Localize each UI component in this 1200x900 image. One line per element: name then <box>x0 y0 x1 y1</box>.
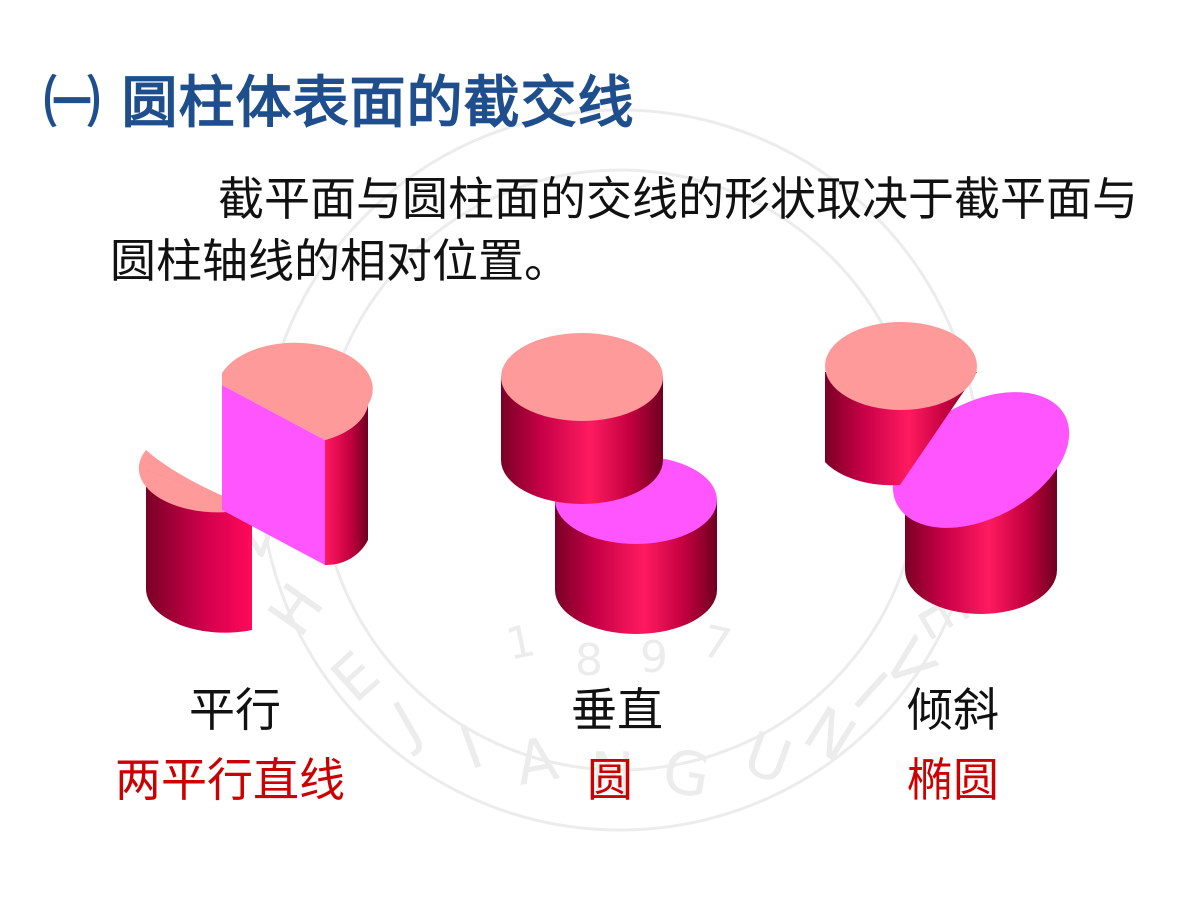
svg-text:N: N <box>590 740 635 810</box>
svg-text:8: 8 <box>575 635 603 686</box>
case-parallel-result: 两平行直线 <box>115 753 345 807</box>
case-oblique-label: 倾斜 <box>907 683 999 737</box>
parallel-cut-cylinder <box>138 342 373 633</box>
perpendicular-cut-cylinder <box>501 333 717 634</box>
case-parallel-label: 平行 <box>189 683 281 737</box>
svg-text:9: 9 <box>640 632 668 683</box>
oblique-cut-cylinder <box>825 322 1070 614</box>
case-oblique-result: 椭圆 <box>907 753 999 807</box>
case-perpendicular-label: 垂直 <box>571 683 663 737</box>
case-perpendicular-result: 圆 <box>587 753 633 807</box>
slide-title: ㈠ 圆柱体表面的截交线 <box>44 71 635 136</box>
description-text: 截平面与圆柱面的交线的形状取决于截平面与圆柱轴线的相对位置。 <box>110 172 1138 288</box>
